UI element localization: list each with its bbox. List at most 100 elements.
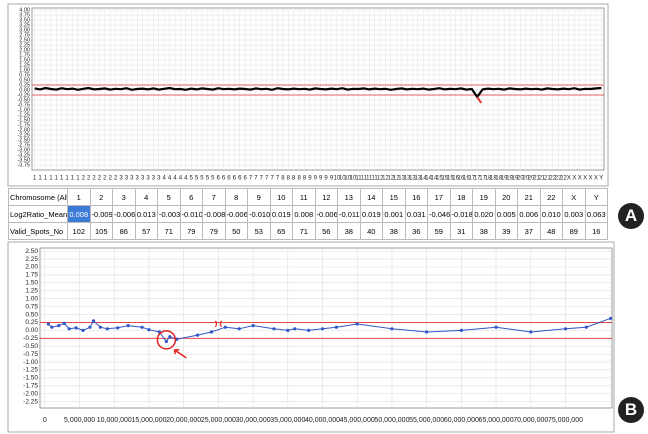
table-cell[interactable]: 20 [494, 188, 518, 206]
x-tick-label: 8 [303, 176, 307, 182]
table-cell[interactable]: 0.006 [517, 205, 541, 223]
y-tick-label: 2.25 [19, 42, 30, 48]
x-tick-label: 9 [314, 176, 318, 182]
table-cell[interactable]: 0.008 [67, 205, 91, 223]
table-cell[interactable]: 38 [337, 222, 361, 240]
y-tick-label: 3.50 [19, 17, 30, 23]
table-cell[interactable]: -0.018 [449, 205, 473, 223]
x-tick-label: 3 [125, 176, 129, 182]
table-cell[interactable]: 57 [134, 222, 158, 240]
table-cell[interactable]: 0.063 [584, 205, 608, 223]
x-tick-label: 20 [528, 176, 535, 182]
data-point [164, 339, 168, 344]
table-cell[interactable]: 31 [449, 222, 473, 240]
table-cell[interactable]: 86 [112, 222, 136, 240]
table-cell[interactable]: 15 [382, 188, 406, 206]
table-cell[interactable]: 17 [427, 188, 451, 206]
table-cell[interactable]: 10 [269, 188, 293, 206]
table-cell[interactable]: -0.006 [112, 205, 136, 223]
x-tick-label: 6 [222, 176, 226, 182]
table-cell[interactable]: Valid_Spots_No [8, 222, 68, 240]
table-cell[interactable]: 37 [517, 222, 541, 240]
table-cell[interactable]: 12 [314, 188, 338, 206]
table-cell[interactable]: 50 [224, 222, 248, 240]
table-cell[interactable]: 6 [179, 188, 203, 206]
table-cell[interactable]: 79 [202, 222, 226, 240]
y-tick-label: 0.50 [19, 77, 30, 83]
table-cell[interactable]: 16 [404, 188, 428, 206]
y-tick-label: -0.50 [17, 97, 30, 103]
table-cell[interactable]: 36 [404, 222, 428, 240]
x-tick-label: 4 [179, 176, 183, 182]
table-cell[interactable]: 11 [292, 188, 316, 206]
table-cell[interactable]: 9 [247, 188, 271, 206]
table-cell[interactable]: 0.010 [539, 205, 563, 223]
table-cell[interactable]: 0.019 [269, 205, 293, 223]
x-tick-label: 13 [404, 176, 411, 182]
table-cell[interactable]: 39 [494, 222, 518, 240]
table-cell[interactable]: 38 [472, 222, 496, 240]
table-cell[interactable]: 8 [224, 188, 248, 206]
table-cell[interactable]: 40 [359, 222, 383, 240]
table-cell[interactable]: 5 [157, 188, 181, 206]
table-cell[interactable]: 59 [427, 222, 451, 240]
x-tick-label: 12 [388, 176, 395, 182]
table-cell[interactable]: 0.020 [472, 205, 496, 223]
x-tick-label: 4 [163, 176, 167, 182]
table-cell[interactable]: 21 [517, 188, 541, 206]
table-cell[interactable]: 22 [539, 188, 563, 206]
table-cell[interactable]: 0.031 [404, 205, 428, 223]
table-cell[interactable]: -0.010 [179, 205, 203, 223]
table-cell[interactable]: 18 [449, 188, 473, 206]
table-cell[interactable]: 19 [472, 188, 496, 206]
table-cell[interactable]: -0.006 [314, 205, 338, 223]
x-tick-label: 10 [339, 176, 346, 182]
table-cell[interactable]: 0.001 [382, 205, 406, 223]
table-cell[interactable]: 71 [292, 222, 316, 240]
table-cell[interactable]: 53 [247, 222, 271, 240]
y-tick-label: -0.50 [23, 343, 38, 350]
table-cell[interactable]: 16 [584, 222, 608, 240]
table-cell[interactable]: Log2Ratio_Mean [8, 205, 68, 223]
arrow [173, 349, 187, 359]
table-cell[interactable]: Y [584, 188, 608, 206]
table-cell[interactable]: -0.008 [202, 205, 226, 223]
x-tick-label: 30,000,000 [236, 417, 271, 424]
table-cell[interactable]: 4 [134, 188, 158, 206]
y-tick-label: -2.00 [17, 127, 30, 133]
table-cell[interactable]: 0.008 [292, 205, 316, 223]
table-cell[interactable]: 13 [337, 188, 361, 206]
table-cell[interactable]: 38 [382, 222, 406, 240]
table-cell[interactable]: 7 [202, 188, 226, 206]
table-cell[interactable]: 56 [314, 222, 338, 240]
table-cell[interactable]: X [562, 188, 586, 206]
table-cell[interactable]: 0.013 [134, 205, 158, 223]
table-cell[interactable]: 14 [359, 188, 383, 206]
table-cell[interactable]: 48 [539, 222, 563, 240]
data-point [307, 328, 311, 332]
table-cell[interactable]: 0.019 [359, 205, 383, 223]
data-point [425, 330, 429, 334]
y-tick-label: 1.75 [19, 52, 30, 58]
table-cell[interactable]: 102 [67, 222, 91, 240]
table-cell[interactable]: 0.003 [562, 205, 586, 223]
table-cell[interactable]: -0.009 [89, 205, 113, 223]
table-cell[interactable]: 3 [112, 188, 136, 206]
table-cell[interactable]: 105 [89, 222, 113, 240]
table-cell[interactable]: 0.005 [494, 205, 518, 223]
table-cell[interactable]: -0.011 [337, 205, 361, 223]
table-cell[interactable]: -0.003 [157, 205, 181, 223]
table-cell[interactable]: 2 [89, 188, 113, 206]
table-cell[interactable]: 65 [269, 222, 293, 240]
table-cell[interactable]: 89 [562, 222, 586, 240]
table-cell[interactable]: 1 [67, 188, 91, 206]
table-cell[interactable]: 79 [179, 222, 203, 240]
x-tick-label: 40,000,000 [305, 417, 340, 424]
table-cell[interactable]: -0.046 [427, 205, 451, 223]
table-cell[interactable]: 71 [157, 222, 181, 240]
y-tick-label: 2.25 [25, 256, 38, 263]
table-cell[interactable]: -0.010 [247, 205, 271, 223]
table-cell[interactable]: -0.006 [224, 205, 248, 223]
table-cell[interactable]: Chromosome (All) [8, 188, 68, 206]
x-tick-label: 19 [506, 176, 513, 182]
